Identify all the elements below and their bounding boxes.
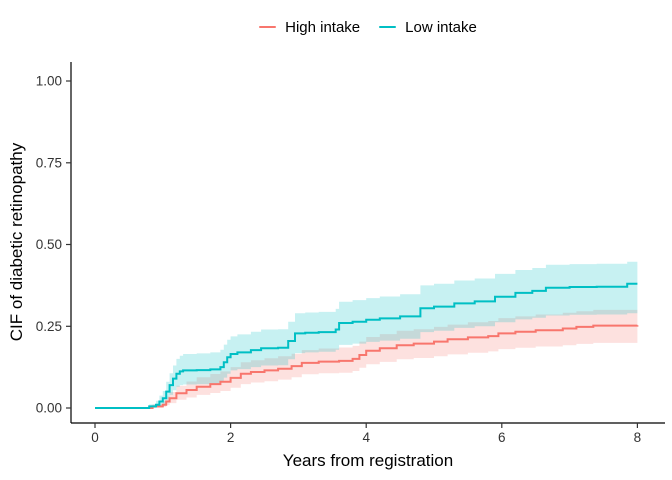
x-tick-label: 2 bbox=[227, 430, 235, 445]
legend: High intake Low intake bbox=[71, 14, 665, 40]
y-tick-label: 0.00 bbox=[36, 401, 62, 416]
x-tick-label: 4 bbox=[362, 430, 370, 445]
legend-item-low-intake: Low intake bbox=[379, 19, 477, 36]
legend-item-high-intake: High intake bbox=[259, 19, 360, 36]
x-tick-label: 0 bbox=[91, 430, 99, 445]
ci-band-low-intake bbox=[95, 261, 638, 408]
legend-key-line-high-intake bbox=[259, 25, 277, 29]
legend-key-line-low-intake bbox=[379, 25, 397, 29]
y-tick-label: 0.25 bbox=[36, 319, 62, 334]
y-tick-label: 1.00 bbox=[36, 74, 62, 89]
step-line-high-intake bbox=[95, 324, 639, 409]
legend-label-low-intake: Low intake bbox=[405, 18, 477, 36]
x-tick-label: 8 bbox=[634, 430, 642, 445]
x-axis-title: Years from registration bbox=[282, 451, 454, 470]
step-line-low-intake bbox=[95, 282, 638, 409]
y-tick-label: 0.75 bbox=[36, 155, 62, 170]
legend-label-high-intake: High intake bbox=[285, 18, 361, 36]
y-tick-label: 0.50 bbox=[36, 237, 62, 252]
x-tick-label: 6 bbox=[498, 430, 506, 445]
